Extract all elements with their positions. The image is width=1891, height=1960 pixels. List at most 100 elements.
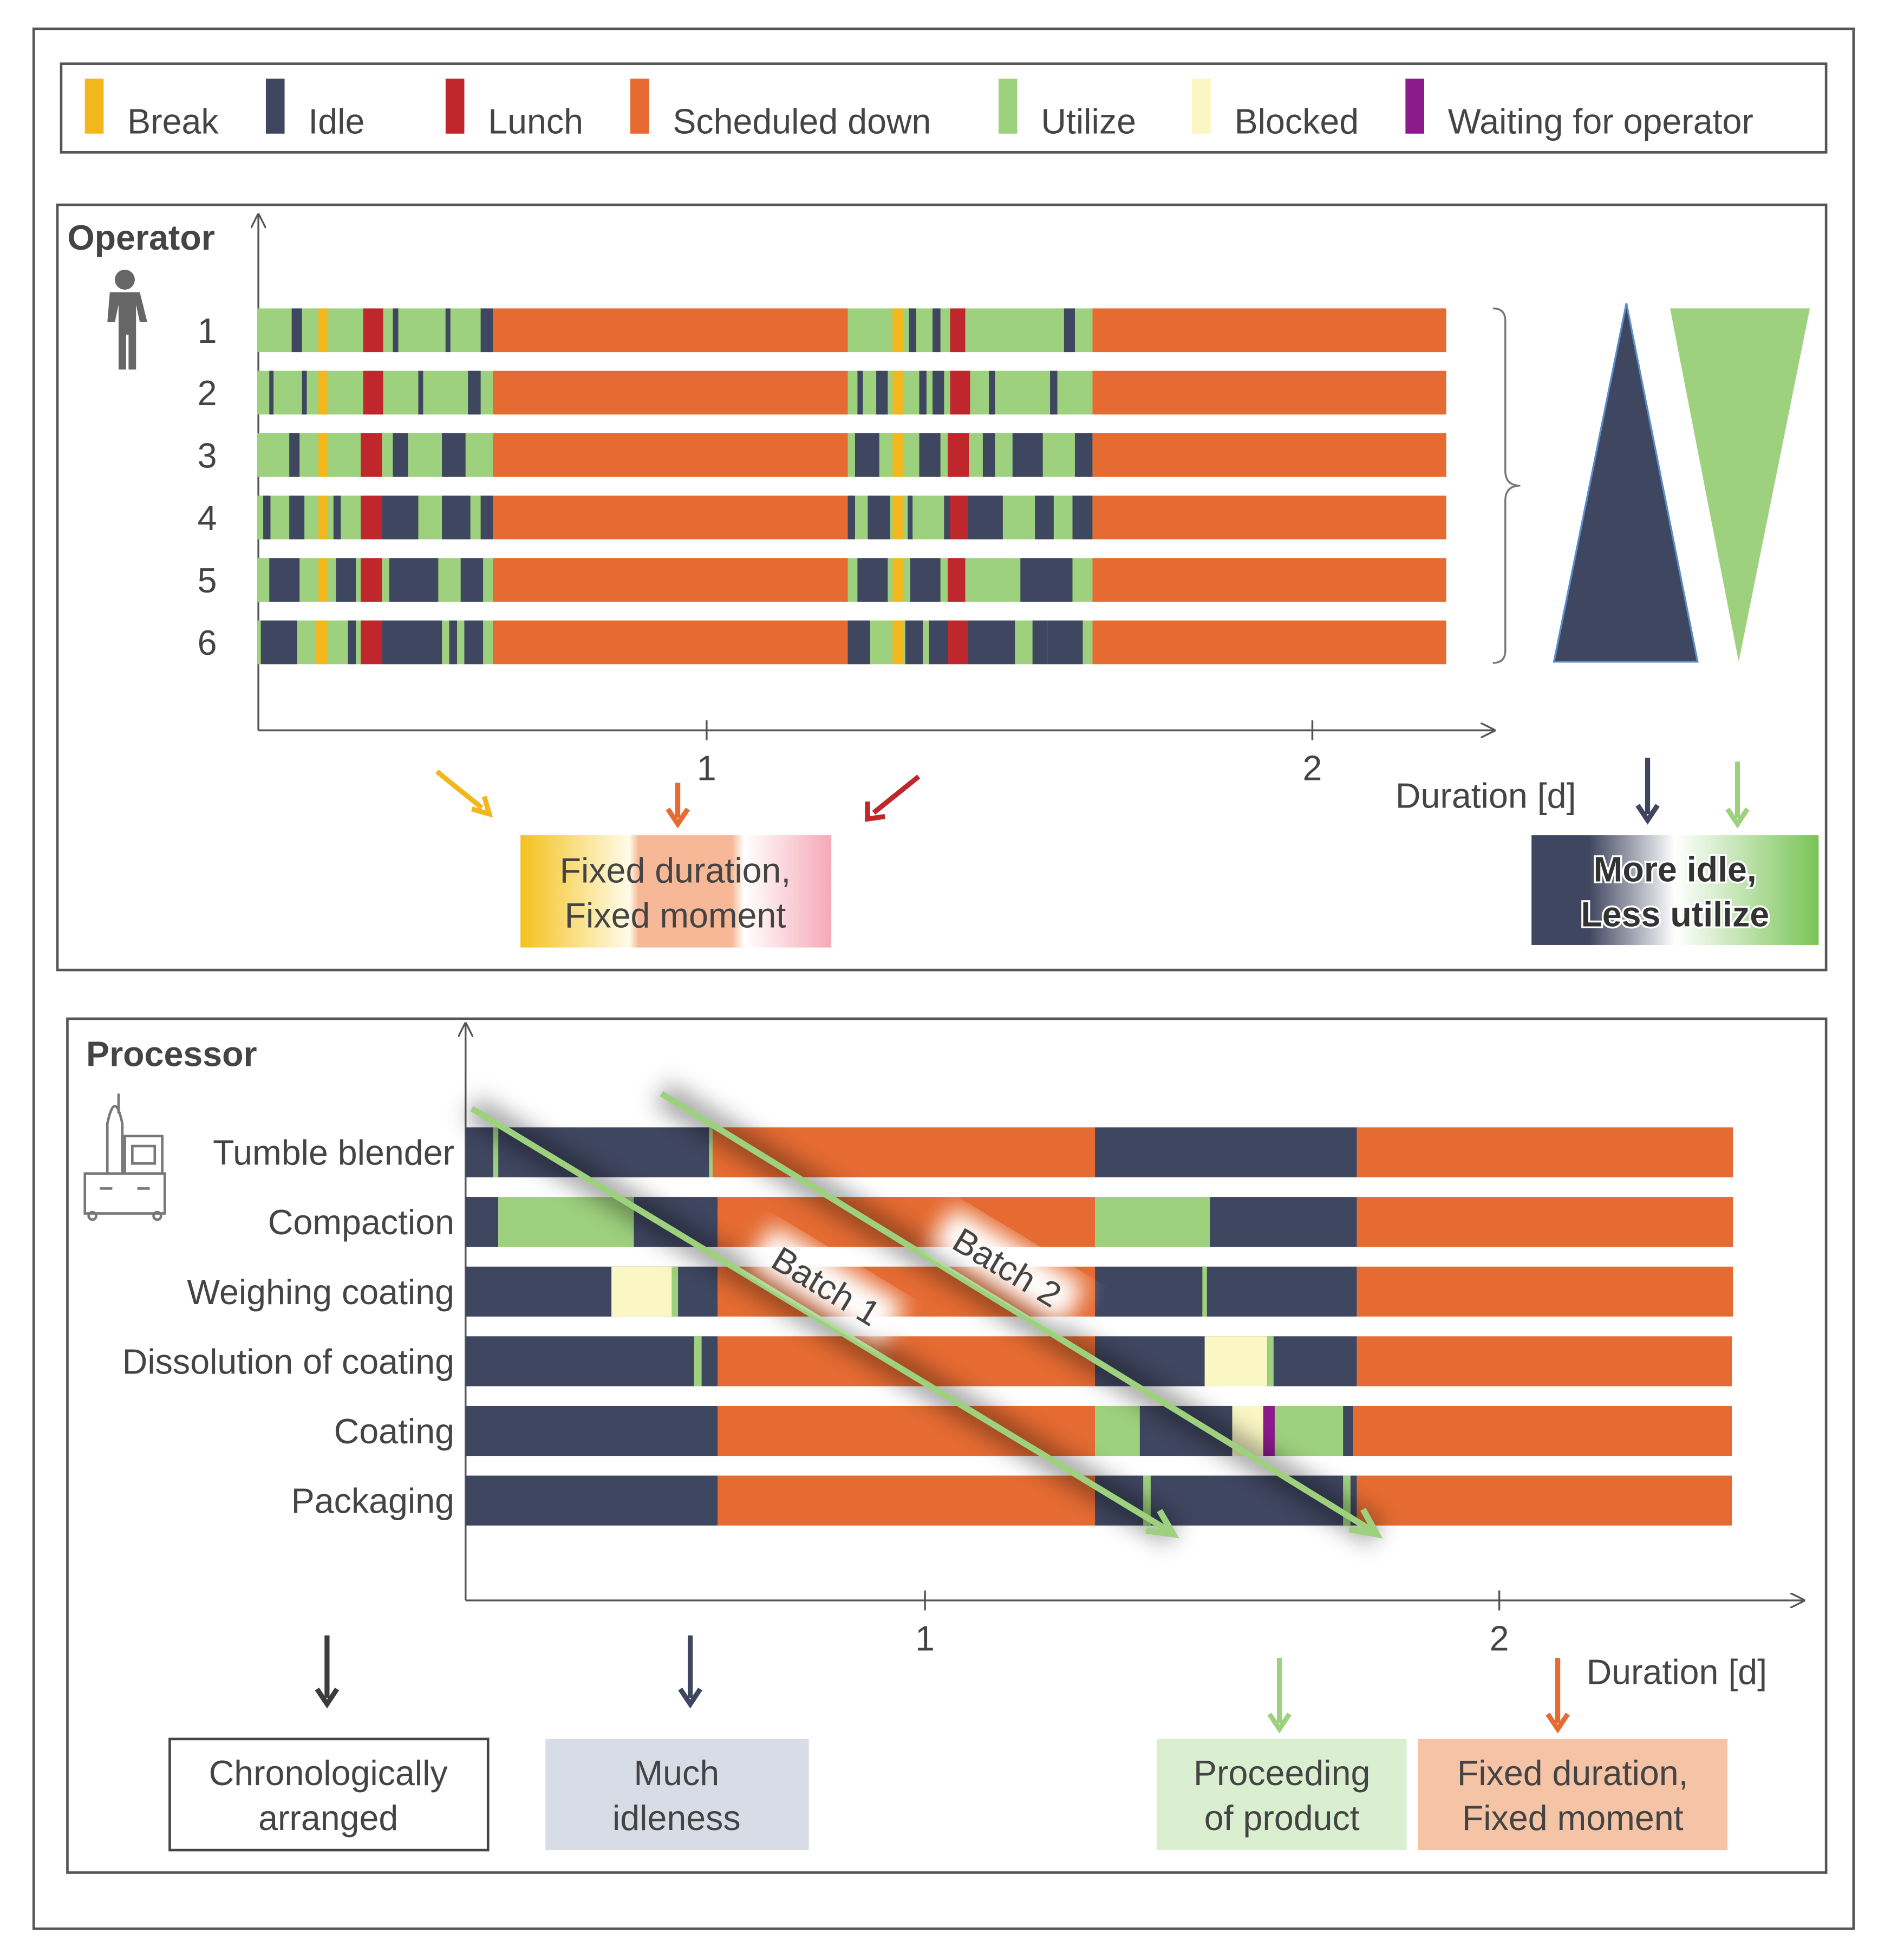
segment (1064, 308, 1075, 353)
row-label: 2 (198, 374, 217, 413)
segment (318, 308, 328, 353)
row-label: Coating (334, 1412, 454, 1451)
segment (445, 308, 451, 353)
segment (892, 558, 903, 602)
segment (1357, 1266, 1733, 1317)
segment (418, 370, 423, 415)
legend-swatch (265, 79, 285, 134)
note-box (1418, 1738, 1728, 1851)
segment (333, 496, 341, 539)
segment (1072, 496, 1093, 539)
segment (948, 558, 966, 602)
segment (950, 370, 970, 415)
segment (847, 308, 1093, 353)
segment (1263, 1405, 1275, 1456)
segment (336, 558, 356, 602)
segment (493, 620, 848, 665)
segment (1357, 1475, 1732, 1526)
segment (449, 620, 458, 665)
segment (382, 496, 419, 539)
x-tick-label: 2 (1303, 749, 1322, 788)
segment (1267, 1336, 1274, 1386)
segment (1095, 1266, 1357, 1317)
segment (389, 558, 439, 602)
segment (1095, 1127, 1357, 1177)
segment (967, 496, 1003, 539)
segment (1202, 1266, 1207, 1317)
note: Proceeding of product (1194, 1754, 1370, 1838)
x-tick-label: 2 (1490, 1619, 1509, 1658)
segment (857, 558, 888, 602)
legend-swatch (998, 79, 1018, 134)
segment (905, 620, 923, 665)
legend-swatch (1405, 79, 1424, 134)
segment (1274, 1405, 1344, 1456)
operator-bars (257, 308, 1446, 665)
note-box (520, 835, 832, 948)
segment (982, 433, 995, 477)
segment (1210, 1197, 1357, 1247)
x-tick-label: 1 (697, 749, 716, 788)
x-axis-label: Duration [d] (1587, 1652, 1768, 1691)
segment (318, 496, 328, 539)
row-label: 4 (198, 499, 217, 538)
row-label: Dissolution of coating (122, 1342, 454, 1381)
segment (1074, 433, 1093, 477)
row-label: Tumble blender (213, 1134, 454, 1173)
segment (1357, 1197, 1733, 1247)
segment (718, 1475, 1096, 1526)
segment (465, 1197, 499, 1247)
segment (480, 308, 493, 353)
segment (1095, 1197, 1210, 1247)
segment (892, 620, 903, 665)
segment (361, 433, 382, 477)
utilize-triangle (1670, 308, 1810, 662)
segment (493, 308, 848, 353)
segment (919, 433, 941, 477)
segment (1357, 1336, 1732, 1386)
panel-title: Operator (67, 218, 214, 257)
segment (1092, 433, 1446, 477)
segment (318, 433, 328, 477)
segment (269, 370, 274, 415)
segment (1047, 620, 1083, 665)
panel-title: Processor (86, 1035, 257, 1074)
machine-icon (83, 1093, 166, 1221)
segment (847, 496, 855, 539)
segment (1050, 370, 1058, 415)
segment (1092, 558, 1446, 602)
segment (1035, 496, 1054, 539)
segment (709, 1127, 713, 1177)
segment (950, 496, 968, 539)
segment (944, 496, 950, 539)
legend: Break Idle Lunch Scheduled down Utilize Block… (84, 79, 1753, 141)
segment (933, 370, 944, 415)
segment (465, 1336, 718, 1386)
legend-label: Break (127, 102, 219, 141)
legend-label: Blocked (1235, 102, 1359, 141)
note-box (545, 1738, 809, 1851)
segment (361, 558, 382, 602)
segment (460, 558, 484, 602)
segment (948, 433, 969, 477)
legend-swatch (84, 79, 104, 134)
segment (1353, 1405, 1732, 1456)
segment (393, 433, 408, 477)
legend-label: Scheduled down (673, 102, 931, 141)
note: Fixed duration, Fixed moment (560, 851, 791, 935)
segment (465, 1266, 718, 1317)
legend-swatch (445, 79, 465, 134)
segment (382, 620, 442, 665)
segment (892, 308, 903, 353)
note: Much idleness (612, 1754, 741, 1838)
segment (948, 620, 968, 665)
note-box (168, 1737, 490, 1852)
segment (950, 308, 966, 353)
segment (892, 433, 903, 477)
segment (611, 1266, 672, 1317)
segment (847, 433, 1093, 477)
segment (1204, 1336, 1268, 1386)
note: Chronologically arranged (209, 1754, 448, 1838)
segment (933, 308, 941, 353)
segment (465, 1475, 718, 1526)
